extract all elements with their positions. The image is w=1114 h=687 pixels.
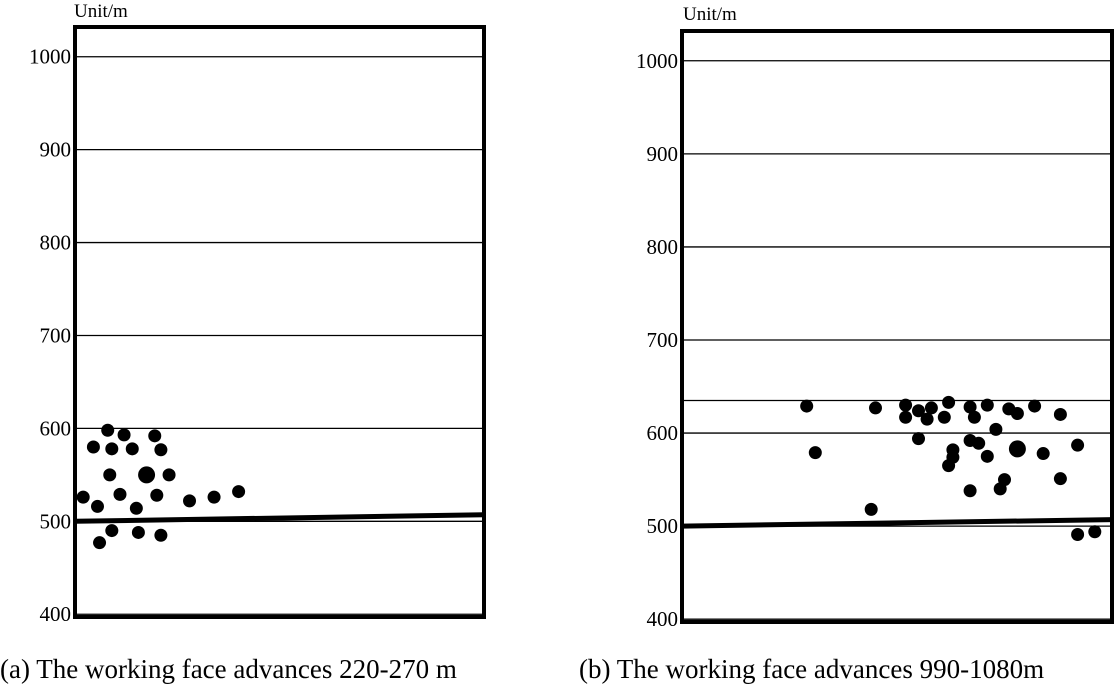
- data-point: [154, 528, 168, 542]
- data-point: [1053, 407, 1067, 421]
- data-point: [117, 428, 131, 442]
- data-point: [942, 395, 956, 409]
- plot-frame: [73, 25, 486, 619]
- y-tick-label: 700: [647, 328, 679, 352]
- data-point: [1088, 525, 1102, 539]
- data-point: [1028, 399, 1042, 413]
- data-point: [154, 443, 168, 457]
- data-point: [1008, 440, 1026, 458]
- y-tick-label: 1000: [636, 49, 678, 73]
- y-tick-label: 500: [647, 514, 679, 538]
- data-point: [103, 468, 117, 482]
- data-point: [869, 401, 882, 415]
- y-tick-label: 400: [40, 602, 72, 626]
- chart-caption: (a) The working face advances 220-270 m: [0, 654, 457, 684]
- data-point: [93, 536, 107, 550]
- data-point: [1071, 438, 1085, 452]
- data-point: [980, 449, 994, 463]
- data-point: [125, 442, 139, 456]
- y-tick-label: 800: [647, 235, 679, 259]
- data-point: [131, 525, 145, 539]
- data-point: [207, 490, 221, 504]
- data-point: [972, 436, 986, 450]
- data-point: [76, 490, 90, 504]
- reference-line: [681, 517, 1113, 529]
- data-point: [232, 485, 246, 499]
- data-point: [86, 440, 100, 454]
- data-point: [989, 422, 1003, 436]
- data-point: [924, 401, 938, 415]
- data-point: [1036, 447, 1050, 461]
- data-point: [138, 466, 156, 484]
- chart-b-svg: Unit/m (b) The working face advances 990…: [579, 4, 1114, 684]
- data-point: [899, 398, 913, 412]
- data-point: [101, 423, 115, 437]
- panel-b: Unit/m (b) The working face advances 990…: [557, 0, 1114, 687]
- data-point: [912, 404, 925, 418]
- y-tick-label: 800: [40, 231, 72, 255]
- y-tick-label: 600: [647, 421, 679, 445]
- data-point: [963, 400, 977, 414]
- data-point: [800, 399, 814, 413]
- data-point: [912, 432, 925, 446]
- chart-a-svg: Unit/m (a) The working face advances 220…: [0, 1, 486, 684]
- data-point: [899, 410, 913, 424]
- data-point: [808, 446, 822, 460]
- data-point: [1010, 407, 1024, 421]
- y-tick-label: 900: [647, 142, 679, 166]
- data-point: [90, 499, 104, 513]
- data-point: [1053, 472, 1067, 486]
- chart-caption: (b) The working face advances 990-1080m: [579, 654, 1044, 684]
- y-tick-label: 700: [40, 323, 72, 347]
- data-point: [864, 502, 878, 516]
- data-point: [993, 482, 1007, 496]
- data-point: [963, 484, 977, 498]
- y-tick-label: 900: [40, 138, 72, 162]
- data-point: [105, 442, 119, 456]
- reference-line: [74, 512, 485, 524]
- data-point: [1071, 528, 1085, 542]
- data-point: [183, 494, 197, 508]
- y-tick-label: 600: [40, 416, 72, 440]
- data-point: [148, 429, 162, 443]
- panel-a: Unit/m (a) The working face advances 220…: [0, 1, 486, 684]
- y-tick-label: 500: [40, 509, 72, 533]
- unit-label: Unit/m: [74, 1, 128, 22]
- data-point: [942, 459, 956, 473]
- data-point: [129, 501, 143, 515]
- y-tick-label: 1000: [29, 45, 71, 69]
- data-point: [105, 524, 119, 538]
- data-point: [162, 468, 176, 482]
- data-point: [967, 410, 981, 424]
- data-point: [113, 487, 127, 501]
- plot-frame: [680, 29, 1114, 624]
- y-tick-label: 400: [647, 607, 679, 631]
- data-point: [150, 488, 164, 502]
- data-point: [920, 412, 934, 426]
- unit-label: Unit/m: [683, 4, 737, 25]
- data-point: [937, 410, 951, 424]
- data-point: [980, 398, 994, 412]
